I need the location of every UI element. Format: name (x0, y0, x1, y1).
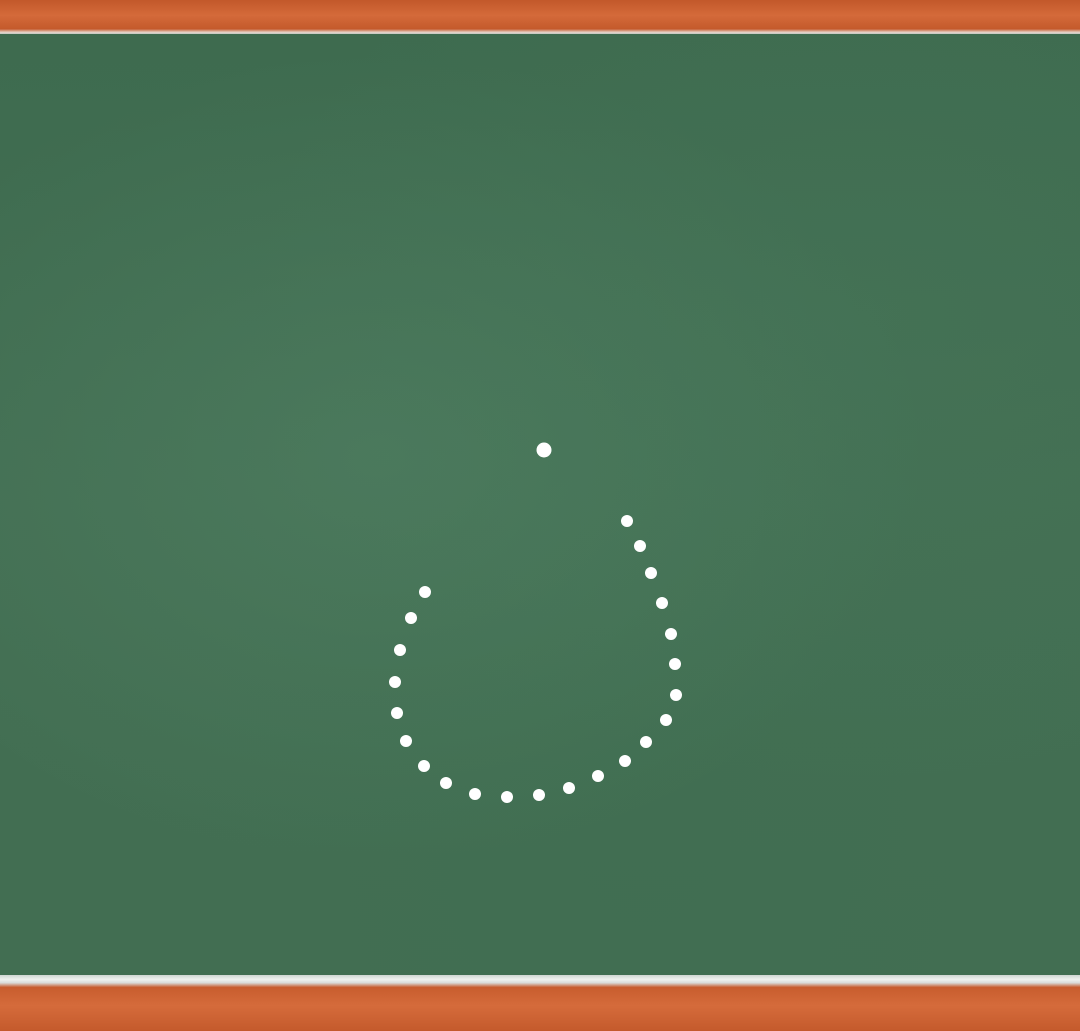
tracing-dot (669, 658, 681, 670)
tracing-dot (640, 736, 652, 748)
tracing-dot (592, 770, 604, 782)
tracing-dot (670, 689, 682, 701)
tracing-dot (656, 597, 668, 609)
tracing-dot (394, 644, 406, 656)
tracing-dot (645, 567, 657, 579)
tracing-dot (405, 612, 417, 624)
tracing-dot (391, 707, 403, 719)
chalkboard-frame-bottom (0, 975, 1080, 1031)
tracing-dot (660, 714, 672, 726)
tracing-dot (418, 760, 430, 772)
tracing-dot (634, 540, 646, 552)
tracing-dot (619, 755, 631, 767)
tracing-dot (440, 777, 452, 789)
tracing-dot (533, 789, 545, 801)
tracing-dot (563, 782, 575, 794)
tracing-dot (469, 788, 481, 800)
tracing-dot (389, 676, 401, 688)
tracing-dot (400, 735, 412, 747)
tracing-dot (419, 586, 431, 598)
chalkboard-surface (0, 34, 1080, 975)
tracing-dot (501, 791, 513, 803)
letter-dot-mark (536, 442, 552, 458)
chalkboard-frame-top (0, 0, 1080, 34)
tracing-dot (621, 515, 633, 527)
tracing-dot (665, 628, 677, 640)
